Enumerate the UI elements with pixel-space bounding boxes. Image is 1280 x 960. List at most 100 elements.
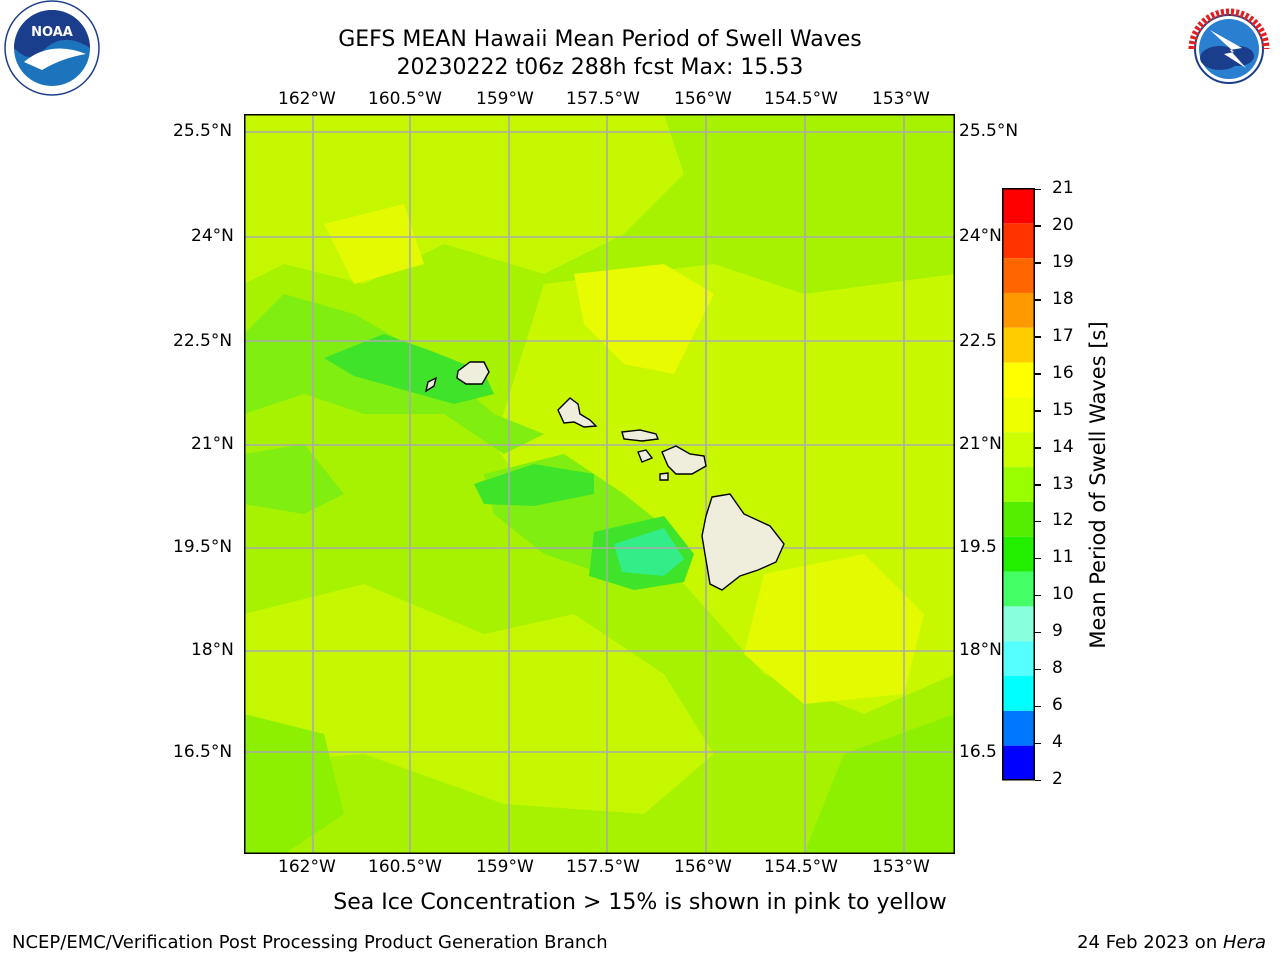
lat-tick-right: 24°N bbox=[959, 226, 1002, 246]
lon-tick-top: 154.5°W bbox=[764, 89, 838, 109]
island-maui bbox=[661, 445, 707, 475]
colorbar-tick-label: 21 bbox=[1052, 178, 1074, 198]
lat-tick-left: 19.5°N bbox=[173, 537, 233, 557]
colorbar-label: Mean Period of Swell Waves [s] bbox=[1086, 321, 1110, 649]
island-kauai bbox=[456, 361, 490, 385]
colorbar-tick-mark bbox=[1035, 484, 1041, 486]
colorbar-tick-label: 8 bbox=[1052, 658, 1063, 679]
colorbar-tick-label: 17 bbox=[1052, 325, 1074, 346]
colorbar-tick-label: 4 bbox=[1052, 732, 1063, 753]
colorbar-tick-label: 9 bbox=[1052, 621, 1063, 642]
lon-tick-top: 159°W bbox=[476, 89, 534, 109]
colorbar-tick-mark bbox=[1035, 410, 1041, 412]
island-hawaii bbox=[701, 493, 785, 591]
colorbar-tick-label: 13 bbox=[1052, 473, 1074, 494]
colorbar-swatch bbox=[1002, 432, 1035, 468]
hawaiian-islands bbox=[424, 361, 785, 591]
lat-tick-left: 22.5°N bbox=[173, 331, 233, 351]
field-region-strong-green bbox=[324, 334, 494, 404]
colorbar-swatch bbox=[1002, 676, 1035, 711]
colorbar-swatch bbox=[1002, 501, 1035, 537]
lat-tick-right: 19.5 bbox=[959, 537, 997, 557]
colorbar-swatch bbox=[1002, 258, 1035, 293]
colorbar-swatch bbox=[1002, 292, 1035, 328]
colorbar-tick-label: 20 bbox=[1052, 214, 1074, 235]
colorbar-swatch bbox=[1002, 606, 1035, 642]
lon-tick-bottom: 162°W bbox=[278, 857, 336, 877]
colorbar-swatch bbox=[1002, 397, 1035, 433]
lat-tick-left: 25.5°N bbox=[173, 121, 233, 141]
lon-tick-top: 160.5°W bbox=[368, 89, 442, 109]
field-region-yellow bbox=[324, 204, 424, 284]
island-molokai bbox=[621, 429, 659, 442]
colorbar-tick-mark bbox=[1035, 668, 1041, 671]
lon-tick-top: 153°W bbox=[872, 89, 930, 109]
lat-tick-right: 16.5 bbox=[959, 742, 997, 762]
colorbar-tick-mark bbox=[1035, 299, 1041, 301]
colorbar-swatch bbox=[1002, 362, 1035, 398]
colorbar-tick-mark bbox=[1035, 594, 1041, 597]
colorbar-swatch bbox=[1002, 710, 1035, 746]
lon-tick-top: 162°W bbox=[278, 89, 336, 109]
colorbar-tick-label: 15 bbox=[1052, 399, 1074, 420]
colorbar-swatch bbox=[1002, 641, 1035, 677]
lat-tick-left: 16.5°N bbox=[173, 742, 233, 762]
chart-title: GEFS MEAN Hawaii Mean Period of Swell Wa… bbox=[338, 27, 862, 52]
sea-ice-note: Sea Ice Concentration > 15% is shown in … bbox=[333, 890, 947, 915]
colorbar-tick-mark bbox=[1035, 705, 1041, 708]
colorbar-tick-mark bbox=[1035, 631, 1041, 634]
graticule bbox=[244, 114, 955, 854]
colorbar-tick-mark bbox=[1035, 742, 1041, 745]
nws-logo bbox=[1183, 3, 1275, 95]
map-panel bbox=[244, 114, 955, 854]
field-region-green bbox=[244, 444, 344, 514]
colorbar-tick-label: 19 bbox=[1052, 251, 1074, 272]
colorbar-tick-mark bbox=[1035, 336, 1041, 338]
footer-date: 24 Feb 2023 on Hera bbox=[1077, 932, 1266, 953]
lon-tick-bottom: 160.5°W bbox=[368, 857, 442, 877]
colorbar-tick-label: 6 bbox=[1052, 695, 1063, 716]
lat-tick-right: 22.5 bbox=[959, 331, 997, 351]
colorbar-tick-mark bbox=[1035, 262, 1041, 264]
footer-date-text: 24 Feb 2023 on bbox=[1077, 932, 1223, 953]
colorbar-swatch bbox=[1002, 745, 1035, 781]
colorbar-tick-mark bbox=[1035, 447, 1041, 449]
lon-tick-bottom: 159°W bbox=[476, 857, 534, 877]
colorbar-tick-mark bbox=[1035, 373, 1041, 375]
field-region-green bbox=[244, 714, 344, 854]
noaa-logo: NOAA bbox=[4, 0, 100, 96]
lon-tick-bottom: 153°W bbox=[872, 857, 930, 877]
island-kahoolawe bbox=[659, 472, 669, 481]
colorbar-tick-mark bbox=[1035, 779, 1041, 781]
colorbar-swatch bbox=[1002, 223, 1035, 259]
colorbar-tick-mark bbox=[1035, 520, 1041, 523]
lon-tick-top: 157.5°W bbox=[566, 89, 640, 109]
footer-machine: Hera bbox=[1222, 932, 1266, 953]
field-region-strong-green bbox=[474, 464, 594, 506]
colorbar bbox=[1002, 188, 1035, 781]
field-region-yellow bbox=[744, 554, 924, 704]
colorbar-tick-label: 10 bbox=[1052, 584, 1074, 605]
colorbar-swatch bbox=[1002, 188, 1035, 224]
field-region-light bbox=[244, 584, 714, 814]
field-region-yellow bbox=[574, 264, 714, 374]
field-region-cyan-green bbox=[614, 528, 684, 576]
colorbar-swatch bbox=[1002, 467, 1035, 502]
lat-tick-left: 24°N bbox=[191, 226, 234, 246]
lat-tick-right: 25.5°N bbox=[959, 121, 1019, 141]
chart-subtitle: 20230222 t06z 288h fcst Max: 15.53 bbox=[396, 55, 804, 80]
lon-tick-top: 156°W bbox=[674, 89, 732, 109]
lat-tick-left: 21°N bbox=[191, 434, 234, 454]
lat-tick-left: 18°N bbox=[191, 640, 234, 660]
colorbar-tick-label: 11 bbox=[1052, 547, 1074, 568]
colorbar-swatch bbox=[1002, 536, 1035, 572]
lon-tick-bottom: 157.5°W bbox=[566, 857, 640, 877]
colorbar-tick-label: 14 bbox=[1052, 436, 1074, 457]
colorbar-tick-mark bbox=[1035, 225, 1041, 227]
noaa-logo-text: NOAA bbox=[31, 25, 73, 40]
island-niihau bbox=[424, 376, 438, 393]
colorbar-tick-mark bbox=[1035, 188, 1041, 190]
colorbar-swatch bbox=[1002, 327, 1035, 363]
colorbar-tick-label: 2 bbox=[1052, 769, 1063, 789]
lon-tick-bottom: 156°W bbox=[674, 857, 732, 877]
